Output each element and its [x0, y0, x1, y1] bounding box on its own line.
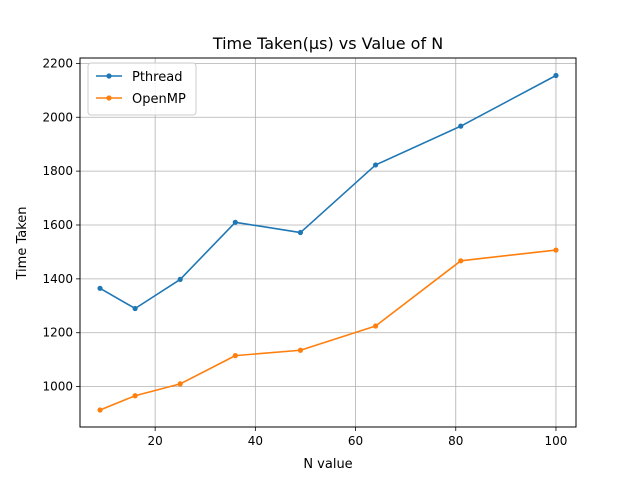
- x-tick-label: 100: [545, 434, 568, 448]
- x-tick-label: 80: [448, 434, 463, 448]
- series-openmp: [97, 247, 559, 413]
- data-point: [177, 381, 183, 387]
- data-point: [372, 323, 379, 329]
- legend-label: Pthread: [132, 70, 182, 85]
- x-axis-label: N value: [303, 457, 352, 472]
- x-tick-label: 40: [248, 434, 263, 448]
- y-axis: 1000 1200 1400 1600 1800 2000 2200: [42, 56, 80, 394]
- y-tick-label: 2200: [42, 56, 73, 70]
- legend-marker: [106, 95, 112, 101]
- y-tick-label: 2000: [42, 110, 73, 124]
- series-pthread: [97, 72, 559, 312]
- data-point: [132, 393, 138, 399]
- data-point: [297, 347, 304, 353]
- data-point: [553, 72, 559, 79]
- data-point: [132, 305, 138, 312]
- plot-area: [79, 57, 577, 428]
- data-point: [232, 219, 238, 225]
- x-tick-label: 60: [348, 434, 363, 448]
- y-axis-label: Time Taken: [15, 206, 30, 280]
- chart-title: Time Taken(μs) vs Value of N: [212, 34, 443, 53]
- data-point: [458, 258, 464, 264]
- data-point: [97, 285, 103, 291]
- data-point: [177, 276, 183, 282]
- series-line: [99, 74, 557, 310]
- data-point: [372, 162, 379, 168]
- series-layer: [97, 72, 559, 413]
- y-tick-label: 1200: [42, 326, 73, 340]
- y-tick-label: 1800: [42, 164, 73, 178]
- series-line: [99, 249, 557, 411]
- y-tick-label: 1400: [42, 272, 73, 286]
- data-point: [232, 353, 238, 359]
- legend-marker: [106, 73, 112, 79]
- legend: Pthread OpenMP: [87, 62, 197, 116]
- data-point: [297, 229, 304, 236]
- legend-label: OpenMP: [132, 92, 186, 107]
- x-tick-label: 20: [148, 434, 163, 448]
- data-point: [458, 123, 464, 129]
- y-tick-label: 1600: [42, 218, 73, 232]
- data-point: [553, 247, 559, 253]
- data-point: [97, 407, 103, 413]
- y-tick-label: 1000: [42, 380, 73, 394]
- x-axis: 20 40 60 80 100: [148, 427, 568, 448]
